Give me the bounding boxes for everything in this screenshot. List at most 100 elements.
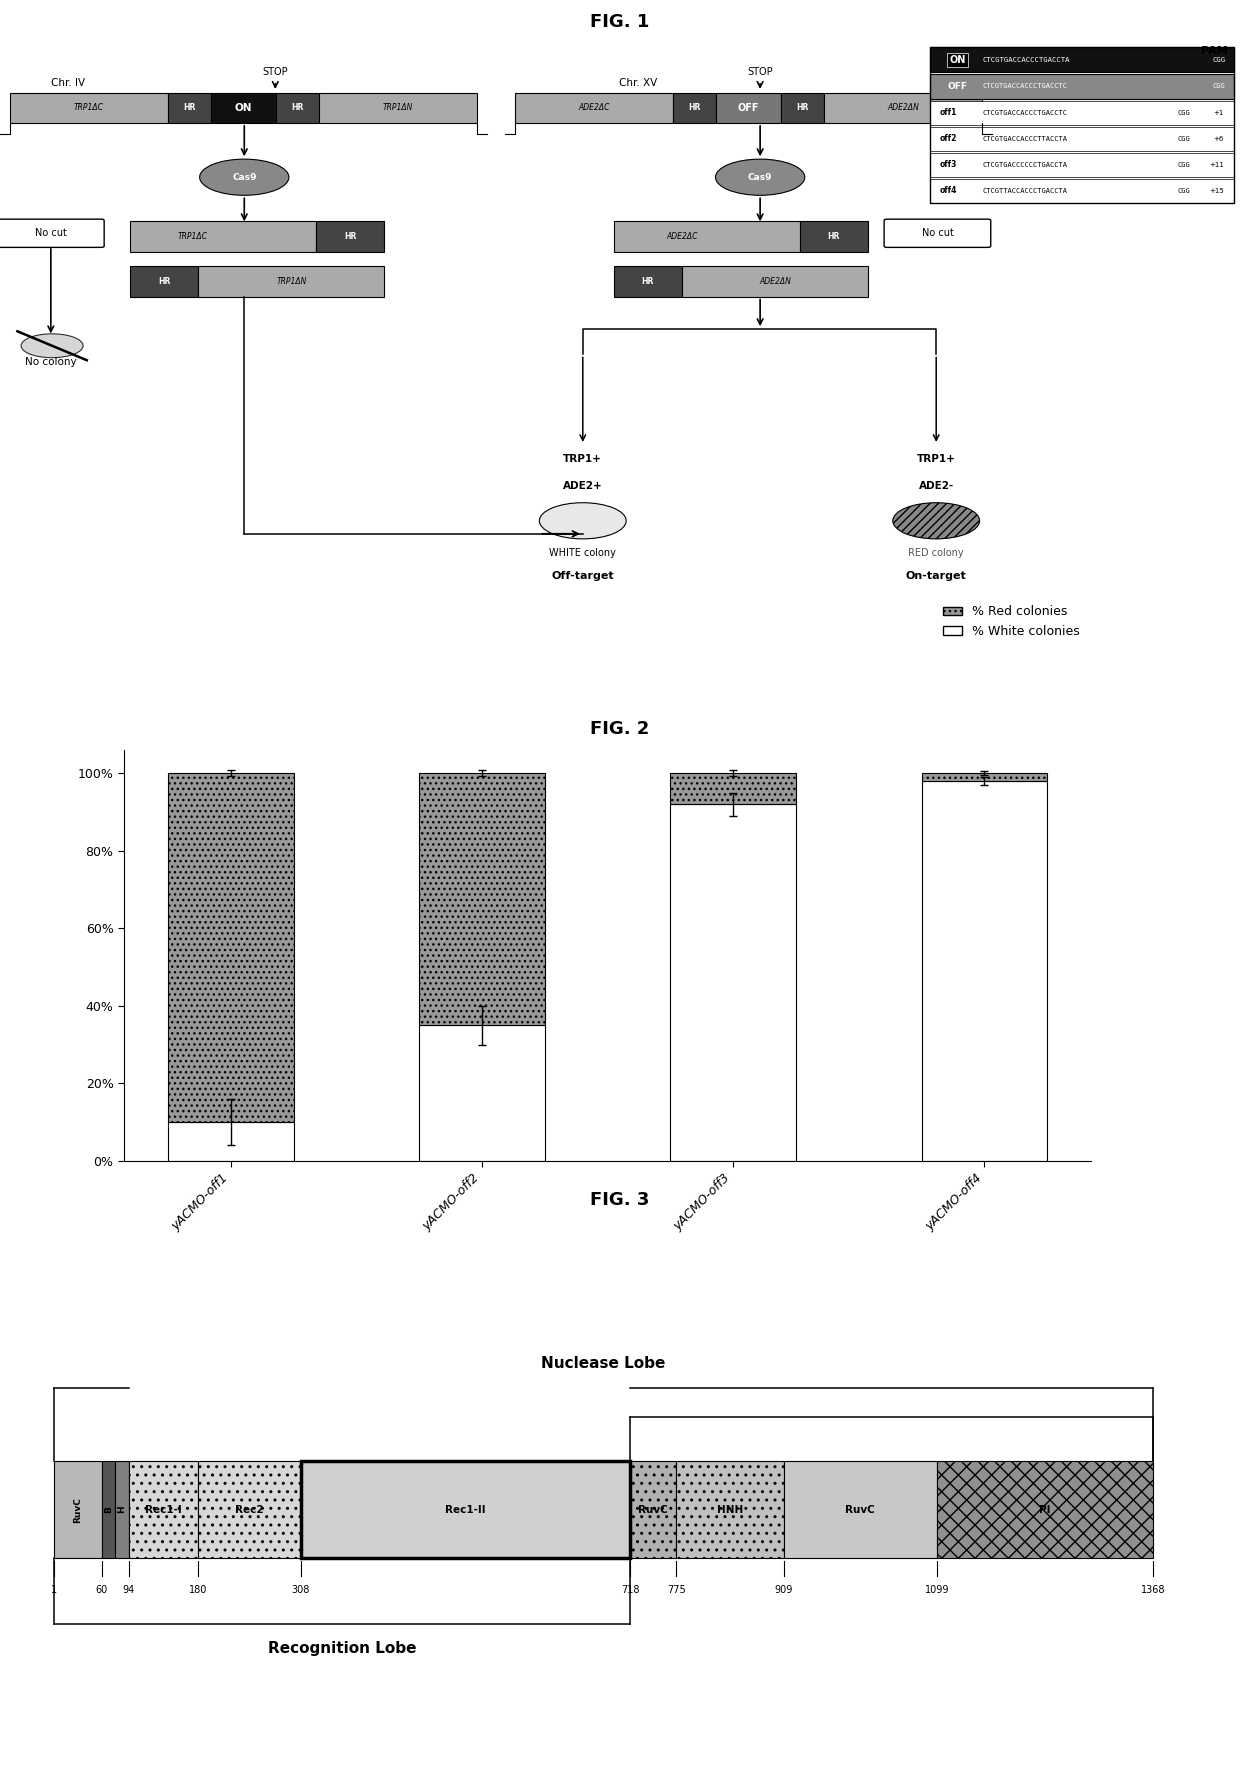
Bar <box>930 152 1234 177</box>
Text: CGG: CGG <box>1213 57 1225 63</box>
Bar <box>198 266 384 296</box>
Legend: % Red colonies, % White colonies: % Red colonies, % White colonies <box>939 600 1085 643</box>
Text: PAM: PAM <box>1200 46 1228 55</box>
Text: CTCGTTACCACCCTGACCTA: CTCGTTACCACCCTGACCTA <box>982 188 1068 195</box>
Bar <box>614 221 800 252</box>
Text: HNH: HNH <box>717 1504 743 1515</box>
Text: RuvC: RuvC <box>639 1504 668 1515</box>
Text: TRP1+: TRP1+ <box>916 454 956 464</box>
Text: 718: 718 <box>621 1586 640 1595</box>
Ellipse shape <box>715 159 805 195</box>
Text: Recognition Lobe: Recognition Lobe <box>268 1641 417 1656</box>
Bar <box>130 221 316 252</box>
Text: STOP: STOP <box>263 68 288 77</box>
Text: 1099: 1099 <box>925 1586 949 1595</box>
Bar <box>211 93 277 123</box>
Text: Chr. IV: Chr. IV <box>51 79 86 88</box>
Ellipse shape <box>893 502 980 539</box>
Bar <box>10 93 169 123</box>
Text: HR: HR <box>345 232 356 241</box>
FancyBboxPatch shape <box>884 220 991 248</box>
Text: ON: ON <box>949 55 966 64</box>
Bar <box>715 93 781 123</box>
Text: ADE2ΔC: ADE2ΔC <box>578 104 610 113</box>
Bar <box>419 773 544 1025</box>
Bar <box>419 1025 544 1161</box>
Text: RuvC: RuvC <box>846 1504 875 1515</box>
Text: HR: HR <box>688 104 701 113</box>
Bar <box>301 1461 630 1559</box>
Text: CTCGTGACCACCCTTACCTA: CTCGTGACCACCCTTACCTA <box>982 136 1068 141</box>
Text: ADE2ΔC: ADE2ΔC <box>666 232 698 241</box>
Bar <box>277 93 319 123</box>
Ellipse shape <box>539 502 626 539</box>
Text: RED colony: RED colony <box>909 548 963 559</box>
Bar <box>614 266 682 296</box>
Text: off3: off3 <box>940 161 957 170</box>
Text: HR: HR <box>184 104 196 113</box>
Text: WHITE colony: WHITE colony <box>549 548 616 559</box>
Bar <box>167 773 294 1122</box>
Text: Rec2: Rec2 <box>236 1504 264 1515</box>
Text: Cas9: Cas9 <box>748 173 773 182</box>
Text: off2: off2 <box>940 134 957 143</box>
Text: ADE2ΔN: ADE2ΔN <box>887 104 919 113</box>
Text: CGG: CGG <box>1178 111 1190 116</box>
Bar <box>630 1461 676 1559</box>
Bar <box>682 266 868 296</box>
Text: 775: 775 <box>667 1586 686 1595</box>
Text: +11: +11 <box>1209 163 1224 168</box>
Text: STOP: STOP <box>748 68 773 77</box>
Text: RuvC: RuvC <box>73 1497 82 1523</box>
Text: CTCGTGACCACCCTGACCTC: CTCGTGACCACCCTGACCTC <box>982 111 1068 116</box>
Text: CGG: CGG <box>1178 163 1190 168</box>
Ellipse shape <box>200 159 289 195</box>
Text: No cut: No cut <box>35 229 67 238</box>
Bar <box>301 1461 630 1559</box>
Text: TRP1ΔN: TRP1ΔN <box>383 104 413 113</box>
Text: ON: ON <box>234 104 253 113</box>
Bar <box>129 1461 198 1559</box>
Text: H: H <box>118 1506 126 1513</box>
Bar <box>930 73 1234 98</box>
Text: Nuclease Lobe: Nuclease Lobe <box>542 1356 666 1370</box>
Bar <box>316 221 384 252</box>
Text: TRP1ΔC: TRP1ΔC <box>74 104 104 113</box>
Text: 94: 94 <box>123 1586 135 1595</box>
Text: OFF: OFF <box>947 82 967 91</box>
Bar <box>167 1122 294 1161</box>
Text: Rec1-II: Rec1-II <box>445 1504 486 1515</box>
Text: No colony: No colony <box>25 357 77 366</box>
Text: HR: HR <box>828 232 839 241</box>
Text: FIG. 1: FIG. 1 <box>590 13 650 30</box>
Bar <box>784 1461 936 1559</box>
Text: HR: HR <box>796 104 808 113</box>
Bar <box>930 46 1234 204</box>
Bar <box>800 221 868 252</box>
Text: PI: PI <box>1039 1504 1050 1515</box>
Text: FIG. 3: FIG. 3 <box>590 1191 650 1209</box>
Text: off1: off1 <box>940 109 957 118</box>
Bar <box>921 780 1048 1161</box>
FancyBboxPatch shape <box>0 220 104 248</box>
Text: ADE2-: ADE2- <box>919 480 954 491</box>
Bar <box>930 100 1234 125</box>
Text: HR: HR <box>291 104 304 113</box>
Text: OFF: OFF <box>738 104 759 113</box>
Text: CTCGTGACCCCCCTGACCTA: CTCGTGACCCCCCTGACCTA <box>982 163 1068 168</box>
Bar <box>115 1461 129 1559</box>
Text: FIG. 2: FIG. 2 <box>590 720 650 738</box>
Text: TRP1ΔC: TRP1ΔC <box>177 232 207 241</box>
Text: off4: off4 <box>940 186 957 195</box>
Text: CGG: CGG <box>1213 84 1225 89</box>
Text: CTCGTGACCACCCTGACCTA: CTCGTGACCACCCTGACCTA <box>982 57 1070 63</box>
Text: B: B <box>104 1506 113 1513</box>
Text: Off-target: Off-target <box>552 572 614 582</box>
Bar <box>930 179 1234 204</box>
Bar <box>169 93 211 123</box>
Text: +1: +1 <box>1214 111 1224 116</box>
Text: 1: 1 <box>51 1586 57 1595</box>
Text: TRP1+: TRP1+ <box>563 454 603 464</box>
Text: ADE2+: ADE2+ <box>563 480 603 491</box>
Text: 60: 60 <box>95 1586 108 1595</box>
